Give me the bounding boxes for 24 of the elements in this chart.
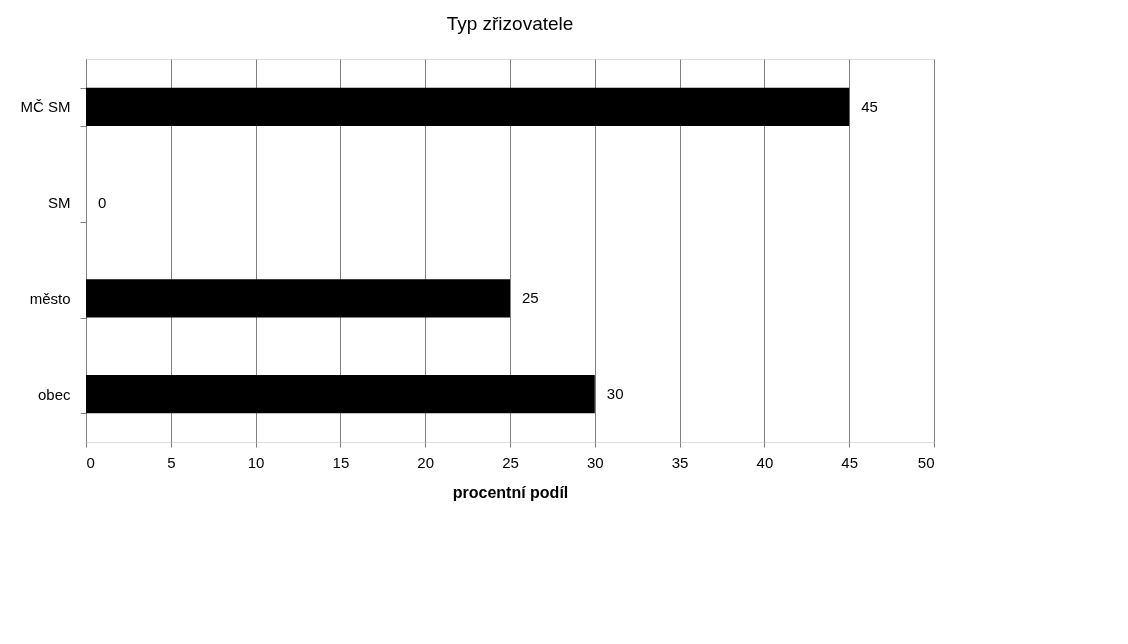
data-label: 30 [606,385,624,403]
bar [86,374,595,414]
x-tick-label: 5 [167,453,176,471]
x-tick-label: 25 [502,453,519,471]
x-tick-label: 0 [86,453,95,471]
x-tick-label: 15 [332,453,350,471]
x-tick-label: 20 [417,453,435,471]
x-axis-title: procentní podíl [452,483,569,501]
y-tick-label: SM [48,194,71,212]
x-tick-label: 35 [671,453,689,471]
y-tick-label: obec [37,385,71,403]
x-tick-label: 40 [756,453,774,471]
x-tick-label: 50 [917,453,935,471]
x-tick-label: 45 [841,453,859,471]
x-tick-label: 10 [247,453,265,471]
chart-title: Typ zřizovatele [446,13,574,34]
y-tick-label: město [29,289,71,307]
bar [86,87,850,127]
data-label: 25 [522,289,539,307]
x-tick-label: 30 [586,453,604,471]
bar [86,279,510,318]
data-label: 0 [98,193,107,211]
y-tick-label: MČ SM [20,98,71,116]
data-label: 45 [861,97,878,115]
